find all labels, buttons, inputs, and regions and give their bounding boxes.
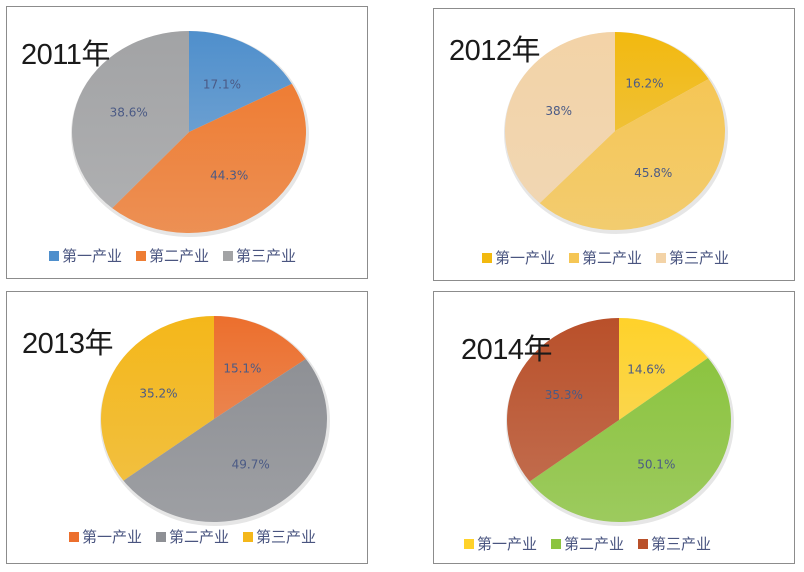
pie-slice <box>539 79 725 230</box>
slice-label: 16.2% <box>625 76 663 90</box>
slice-label: 15.1% <box>223 362 261 376</box>
chart-legend: 第一产业 第二产业 第三产业 <box>49 245 296 266</box>
legend-item-tertiary: 第三产业 <box>638 533 711 554</box>
pie-slice <box>123 358 327 522</box>
legend-swatch <box>156 531 167 542</box>
legend-item-secondary: 第二产业 <box>569 247 642 268</box>
pie-slice <box>100 316 214 481</box>
pie-chart-2011: 17.1% 44.3% 38.6% <box>71 31 309 237</box>
pie-slice <box>505 32 615 204</box>
pie-slice <box>615 32 709 131</box>
chart-title: 2011年 <box>21 39 110 71</box>
legend-swatch <box>49 250 59 261</box>
pie-slice <box>507 318 619 482</box>
pie-slice <box>214 316 306 419</box>
legend-swatch <box>69 531 79 542</box>
legend-swatch <box>136 250 147 261</box>
slice-label: 38% <box>545 104 572 118</box>
slice-label: 44.3% <box>210 168 248 182</box>
legend-swatch <box>638 538 649 549</box>
chart-title: 2013年 <box>22 328 114 360</box>
legend-item-primary: 第一产业 <box>49 245 122 266</box>
legend-swatch <box>551 538 562 549</box>
chart-panel-2012: 16.2% 45.8% 38% 2012年 第一产业 第二产业 第三产业 <box>433 8 795 281</box>
pie-slice <box>529 357 732 523</box>
legend-swatch <box>223 250 234 261</box>
chart-panel-2013: 15.1% 49.7% 35.2% 2013年 第一产业 第二产业 第三产业 <box>6 291 368 564</box>
chart-legend: 第一产业 第二产业 第三产业 <box>69 526 316 547</box>
chart-panel-2014: 14.6% 50.1% 35.3% 2014年 第一产业 第二产业 第三产业 <box>433 291 795 564</box>
legend-item-secondary: 第二产业 <box>156 526 229 547</box>
pie-slice <box>189 31 292 132</box>
slice-label: 35.2% <box>139 387 177 401</box>
legend-item-secondary: 第二产业 <box>136 245 209 266</box>
slice-label: 14.6% <box>627 363 665 377</box>
legend-item-primary: 第一产业 <box>482 247 555 268</box>
legend-swatch <box>464 538 474 549</box>
pie-chart-2014: 14.6% 50.1% 35.3% <box>506 318 734 526</box>
legend-item-primary: 第一产业 <box>69 526 142 547</box>
legend-item-primary: 第一产业 <box>464 533 537 554</box>
chart-legend: 第一产业 第二产业 第三产业 <box>482 247 729 268</box>
slice-label: 38.6% <box>110 106 148 120</box>
pie-slice <box>72 31 189 209</box>
legend-swatch <box>243 531 254 542</box>
slice-label: 35.3% <box>545 388 583 402</box>
legend-swatch <box>656 252 667 263</box>
legend-item-secondary: 第二产业 <box>551 533 624 554</box>
slice-label: 49.7% <box>232 458 270 472</box>
pie-slice <box>619 318 708 420</box>
pie-chart-2013: 15.1% 49.7% 35.2% <box>100 316 330 526</box>
chart-title: 2014年 <box>461 334 553 366</box>
legend-item-tertiary: 第三产业 <box>656 247 729 268</box>
slice-label: 50.1% <box>637 458 675 472</box>
slice-label: 17.1% <box>203 77 241 91</box>
pie-chart-2012: 16.2% 45.8% 38% <box>504 32 728 234</box>
pie-slice <box>112 83 306 233</box>
legend-item-tertiary: 第三产业 <box>223 245 296 266</box>
legend-swatch <box>482 252 492 263</box>
chart-legend: 第一产业 第二产业 第三产业 <box>464 533 711 554</box>
chart-panel-2011: 17.1% 44.3% 38.6% 2011年 第一产业 第二产业 第三产业 <box>6 6 368 279</box>
legend-item-tertiary: 第三产业 <box>243 526 316 547</box>
legend-swatch <box>569 252 580 263</box>
chart-title: 2012年 <box>449 35 541 67</box>
slice-label: 45.8% <box>634 166 672 180</box>
